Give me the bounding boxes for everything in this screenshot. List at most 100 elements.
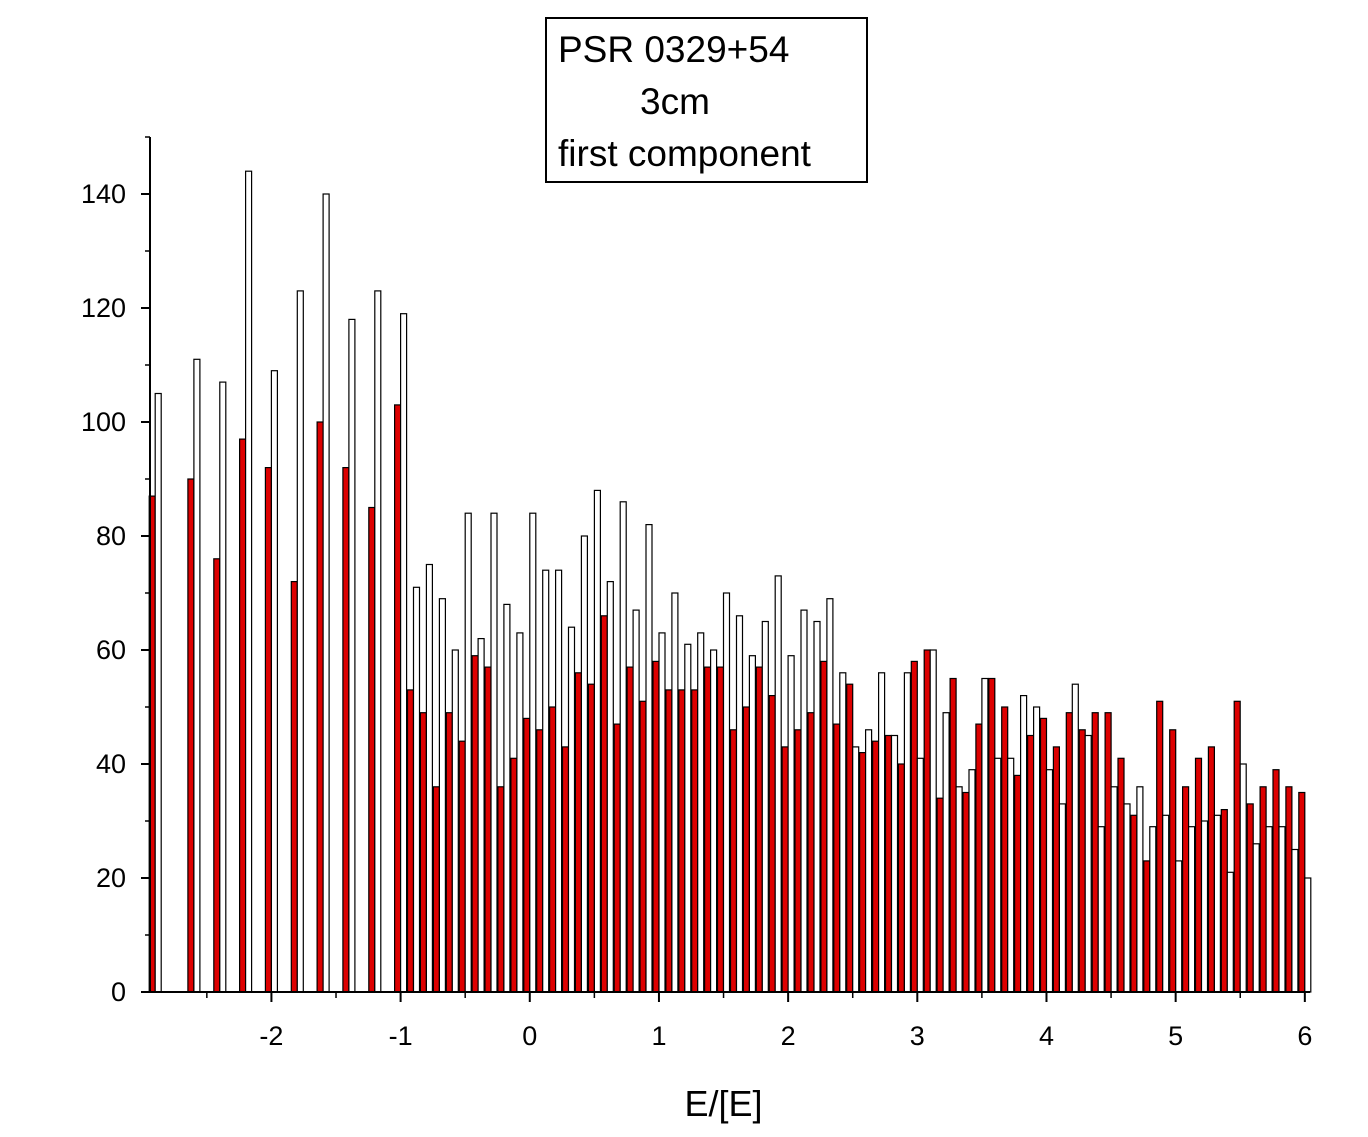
bar-series-2-58 — [1032, 706, 1041, 993]
bar-series-1-8 — [368, 506, 376, 993]
legend-title-line-2: 3cm — [640, 81, 710, 122]
bar-series-1-35 — [729, 729, 738, 993]
bar-series-1-11 — [419, 712, 427, 993]
bar-series-2-18 — [516, 632, 524, 993]
y-tick-label-4: 80 — [96, 521, 126, 551]
bar-series-1-14 — [458, 740, 466, 993]
bar-series-2-71 — [1200, 820, 1209, 993]
bar-series-2-61 — [1071, 683, 1079, 993]
bar-series-1-39 — [781, 746, 789, 993]
bar-series-1-1 — [187, 478, 195, 993]
x-tick-label-5: 3 — [910, 1021, 925, 1051]
bar-series-2-2 — [219, 381, 227, 993]
bar-series-2-34 — [722, 592, 731, 993]
bar-series-1-63 — [1091, 712, 1099, 993]
bar-series-2-43 — [839, 672, 847, 993]
bar-series-1-43 — [833, 723, 841, 993]
bar-series-2-46 — [877, 672, 886, 993]
y-tick-label-2: 40 — [96, 749, 126, 779]
bar-series-2-53 — [968, 769, 976, 993]
bar-series-2-56 — [1007, 757, 1015, 993]
bar-series-2-29 — [658, 632, 666, 993]
bar-series-2-19 — [529, 512, 537, 993]
bar-series-2-49 — [916, 757, 924, 993]
bar-series-2-15 — [477, 637, 485, 993]
bar-series-1-27 — [626, 666, 634, 993]
bar-series-1-17 — [497, 786, 505, 993]
bar-series-1-67 — [1143, 860, 1151, 993]
bar-series-1-65 — [1117, 757, 1125, 993]
bar-series-1-7 — [342, 467, 350, 993]
bar-series-1-76 — [1259, 786, 1267, 993]
bar-series-2-13 — [451, 649, 459, 993]
bar-series-1-42 — [820, 660, 828, 993]
x-tick-label-4: 2 — [781, 1021, 796, 1051]
bar-series-1-70 — [1181, 786, 1190, 993]
bar-series-1-53 — [962, 791, 970, 993]
bar-series-1-15 — [471, 655, 479, 993]
bar-series-1-75 — [1246, 803, 1254, 993]
bar-series-2-73 — [1226, 871, 1234, 993]
bar-series-2-8 — [374, 290, 382, 993]
bar-series-2-36 — [748, 655, 757, 993]
bar-series-2-70 — [1187, 826, 1196, 993]
bar-series-2-1 — [193, 358, 201, 993]
bar-series-1-9 — [394, 404, 402, 993]
bar-series-1-4 — [264, 467, 272, 993]
y-tick-label-0: 0 — [111, 977, 126, 1007]
bar-series-2-28 — [645, 523, 653, 993]
bar-series-2-69 — [1175, 860, 1183, 993]
x-tick-label-8: 6 — [1297, 1021, 1312, 1051]
bar-series-1-52 — [949, 677, 957, 993]
legend-box: PSR 0329+54 3cm first component — [545, 17, 868, 183]
bar-series-2-31 — [684, 643, 692, 993]
bar-series-2-76 — [1265, 826, 1273, 993]
bar-series-1-44 — [846, 683, 854, 993]
bar-series-1-5 — [290, 580, 298, 993]
y-tick-label-7: 140 — [81, 179, 126, 209]
bar-series-2-38 — [774, 575, 782, 993]
legend-title-line-3: first component — [558, 133, 812, 174]
bar-series-1-37 — [755, 666, 763, 993]
bar-series-2-67 — [1149, 826, 1157, 993]
bar-series-1-24 — [587, 683, 596, 993]
bar-series-2-65 — [1123, 803, 1131, 993]
bar-series-1-16 — [484, 666, 492, 993]
bar-series-1-66 — [1130, 814, 1138, 993]
bar-series-2-37 — [761, 620, 769, 993]
bar-series-1-55 — [988, 677, 996, 993]
bar-series-2-52 — [955, 786, 963, 993]
bar-series-1-69 — [1169, 729, 1177, 993]
x-tick-label-6: 4 — [1039, 1021, 1054, 1051]
bar-series-2-44 — [852, 746, 860, 993]
bar-series-2-47 — [890, 734, 899, 993]
bar-series-2-35 — [735, 615, 744, 993]
bar-series-2-54 — [981, 677, 989, 993]
bar-series-1-28 — [639, 700, 647, 993]
bar-series-1-54 — [975, 723, 983, 993]
bar-series-1-47 — [884, 734, 893, 993]
bar-series-1-26 — [613, 723, 621, 993]
bar-series-2-0 — [154, 392, 162, 993]
bar-series-2-12 — [438, 598, 446, 993]
bar-series-2-17 — [503, 603, 511, 993]
bar-series-1-18 — [510, 757, 518, 993]
legend-title-line-1: PSR 0329+54 — [558, 29, 789, 70]
bar-series-1-59 — [1039, 717, 1048, 993]
bar-series-2-48 — [903, 672, 912, 993]
bar-series-2-42 — [826, 598, 834, 993]
bar-series-2-41 — [813, 620, 821, 993]
y-tick-label-6: 120 — [81, 293, 126, 323]
bar-series-2-75 — [1252, 843, 1260, 993]
bar-series-1-20 — [536, 729, 544, 993]
bar-series-1-60 — [1052, 746, 1061, 993]
bar-series-2-20 — [542, 569, 550, 993]
bar-series-2-6 — [322, 193, 330, 993]
bar-series-1-41 — [807, 712, 815, 993]
bar-series-1-3 — [239, 438, 247, 993]
bar-series-1-10 — [406, 689, 415, 993]
bar-series-2-60 — [1058, 803, 1067, 993]
bar-series-2-27 — [632, 609, 640, 993]
bar-series-2-68 — [1162, 814, 1170, 993]
bar-series-2-33 — [709, 649, 718, 993]
